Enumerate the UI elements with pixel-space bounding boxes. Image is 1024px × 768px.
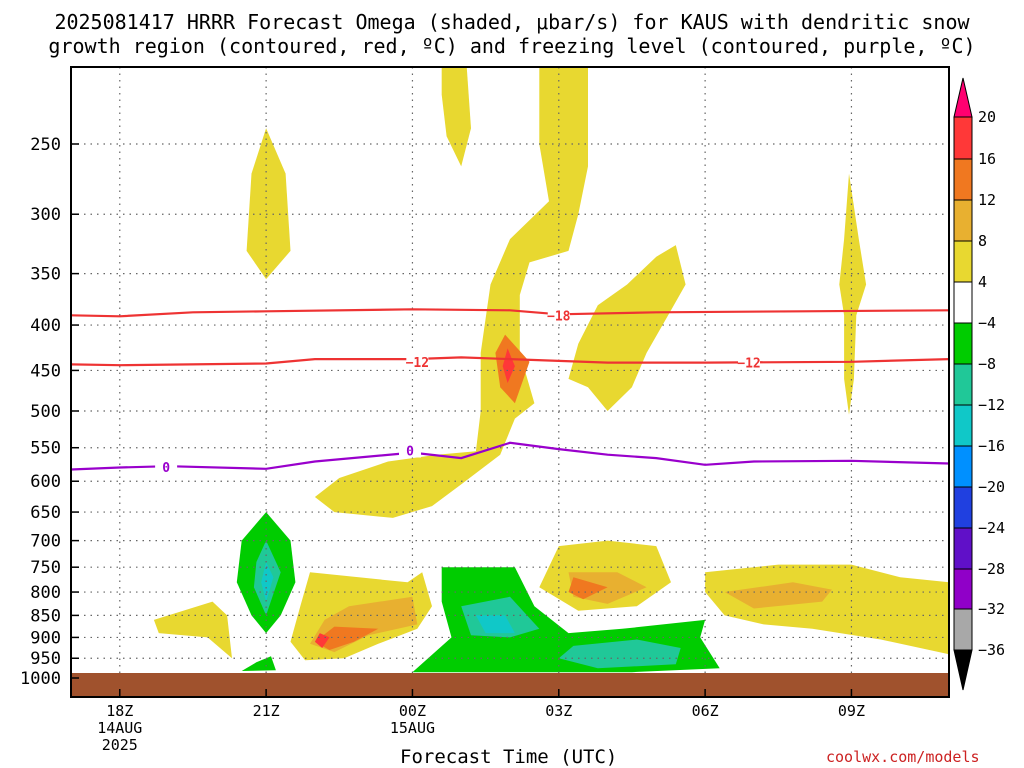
y-tick-label: 350 (30, 265, 61, 285)
omega-region (246, 128, 291, 280)
chart-title-line-1: 2025081417 HRRR Forecast Omega (shaded, … (54, 10, 970, 34)
omega-region (241, 656, 276, 671)
colorbar-band (953, 322, 973, 365)
colorbar-band (953, 445, 973, 488)
contour-label: −12 (737, 357, 760, 372)
ground-bar (71, 673, 949, 697)
omega-region (441, 67, 471, 167)
colorbar-band (953, 281, 973, 324)
contour-label: 0 (162, 461, 170, 476)
x-axis-label: Forecast Time (UTC) (400, 746, 618, 768)
grid (71, 67, 949, 697)
y-tick-label: 900 (30, 628, 61, 648)
colorbar-label: −4 (978, 314, 996, 332)
omega-region (502, 348, 515, 383)
contour-label-bg (738, 353, 761, 370)
x-tick-label: 09Z (838, 702, 865, 720)
plot-frame (70, 66, 950, 698)
temperature-contours: −18 −12 −12 0 0 (71, 306, 949, 476)
chart-title-line-2: growth region (contoured, red, ºC) and f… (48, 34, 976, 58)
colorbar-label: 4 (978, 273, 987, 291)
omega-region (314, 626, 379, 650)
y-tick-label: 600 (30, 472, 61, 492)
y-tick-label: 700 (30, 532, 61, 552)
y-tick-label: 1000 (20, 669, 61, 689)
y-tick-label: 500 (30, 402, 61, 422)
contour-label-bg (406, 352, 429, 369)
y-tick-label: 850 (30, 606, 61, 626)
colorbar-label: −24 (978, 519, 1005, 537)
colorbar-label: −32 (978, 600, 1005, 618)
y-tick-label: 650 (30, 503, 61, 523)
colorbar-label: −16 (978, 437, 1005, 455)
contour-label-bg (399, 441, 422, 458)
contour-label-bg (155, 457, 178, 474)
colorbar-label: −28 (978, 560, 1005, 578)
colorbar-label: 20 (978, 108, 996, 126)
omega-region (153, 601, 232, 659)
contour-label: −12 (406, 356, 429, 371)
colorbar-bottom-arrow (953, 649, 973, 691)
contour-label: 0 (406, 445, 414, 460)
y-tick-label: 750 (30, 558, 61, 578)
omega-region (724, 582, 832, 609)
contour-label: −18 (547, 309, 571, 324)
y-tick-label: 250 (30, 135, 61, 155)
y-tick-label: 550 (30, 439, 61, 459)
colorbar-label: 12 (978, 191, 996, 209)
x-tick-date: 14AUG (97, 719, 142, 737)
contour-line (71, 308, 949, 318)
colorbar-band (953, 363, 973, 406)
omega-region (314, 67, 588, 518)
colorbar-band (953, 116, 973, 160)
colorbar: 20 16 12 8 4 −4 −8 −12 −16 −20 −24 −28 −32 −36 (953, 77, 1005, 691)
colorbar-band (953, 608, 973, 651)
colorbar-label: −36 (978, 641, 1005, 659)
omega-region (839, 173, 867, 415)
colorbar-band (953, 158, 973, 201)
y-tick-label: 950 (30, 649, 61, 669)
y-tick-label: 800 (30, 583, 61, 603)
colorbar-label: −8 (978, 355, 996, 373)
x-tick-label: 00Z (399, 702, 426, 720)
omega-region (568, 245, 686, 411)
credit-link[interactable]: coolwx.com/models (826, 748, 980, 766)
contour-label-bg (547, 306, 570, 323)
omega-region (558, 639, 681, 669)
omega-region (568, 577, 608, 600)
y-tick-label: 400 (30, 316, 61, 336)
colorbar-label: −12 (978, 396, 1005, 414)
colorbar-label: −20 (978, 478, 1005, 496)
omega-region (475, 615, 515, 634)
colorbar-band (953, 486, 973, 529)
y-tick-label: 450 (30, 361, 61, 381)
colorbar-band (953, 527, 973, 570)
colorbar-band (953, 404, 973, 447)
colorbar-band (953, 568, 973, 610)
colorbar-label: 8 (978, 232, 987, 250)
x-tick-date: 15AUG (390, 719, 435, 737)
x-tick-label: 21Z (253, 702, 280, 720)
omega-shading (153, 67, 949, 673)
colorbar-band (953, 240, 973, 283)
x-tick-year: 2025 (102, 736, 138, 754)
x-tick-label: 06Z (692, 702, 719, 720)
x-tick-label: 18Z (106, 702, 133, 720)
contour-line (71, 356, 949, 367)
colorbar-band (953, 199, 973, 242)
contour-line (71, 441, 949, 471)
colorbar-label: 16 (978, 150, 996, 168)
y-tick-label: 300 (30, 205, 61, 225)
colorbar-top-arrow (953, 77, 973, 118)
x-tick-label: 03Z (545, 702, 572, 720)
omega-region (705, 564, 949, 655)
y-axis: 2503003504004505005506006507007508008509… (20, 135, 79, 689)
omega-region (261, 562, 274, 602)
